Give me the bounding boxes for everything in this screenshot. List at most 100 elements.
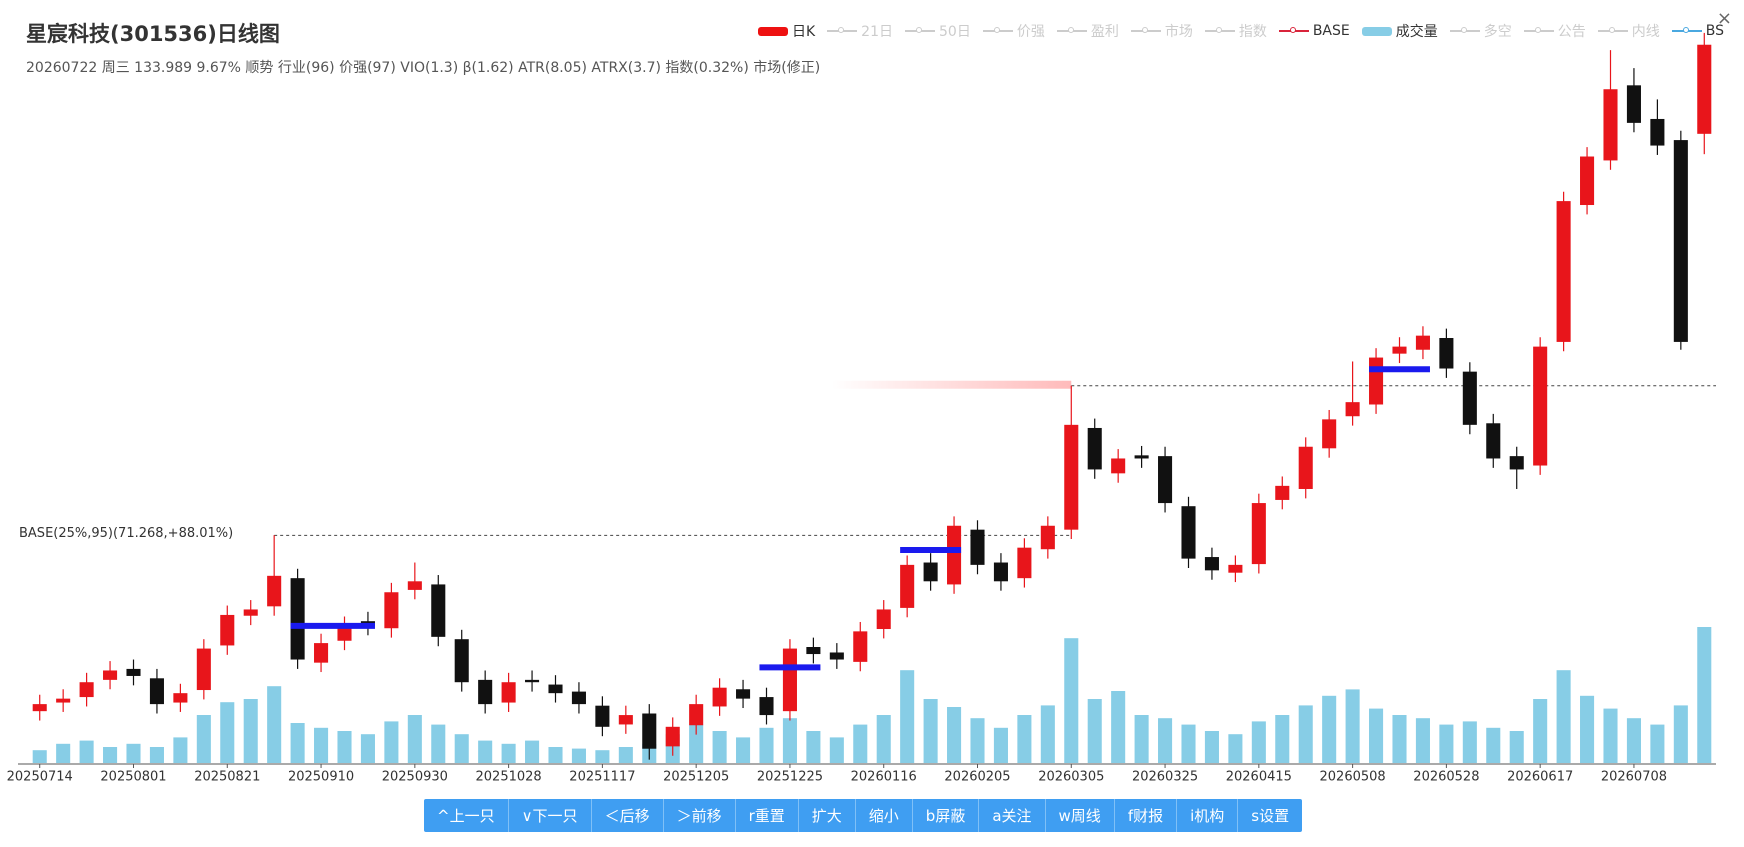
- candle-body: [1486, 423, 1501, 459]
- candle-body: [689, 704, 704, 726]
- volume-bar: [876, 715, 891, 763]
- volume-bar: [220, 702, 235, 763]
- candle-body: [642, 713, 657, 749]
- volume-bar: [759, 727, 774, 763]
- legend-dot: [838, 27, 845, 33]
- candle-body: [1087, 427, 1102, 470]
- candle-body: [103, 670, 118, 680]
- legend-icon: [1278, 26, 1309, 36]
- candle-body: [314, 643, 329, 663]
- chart-subtitle: 20260722 周三 133.989 9.67% 顺势 行业(96) 价强(9…: [26, 60, 821, 76]
- volume-bar: [1298, 705, 1313, 763]
- legend-label: 价强: [1016, 24, 1045, 40]
- legend-item[interactable]: 50日: [905, 21, 971, 41]
- legend-item[interactable]: 市场: [1130, 21, 1193, 41]
- legend-item[interactable]: 成交量: [1361, 21, 1438, 41]
- candle-body: [1111, 458, 1126, 474]
- toolbar-button[interactable]: a关注: [978, 799, 1044, 832]
- toolbar-button[interactable]: s设置: [1237, 799, 1302, 832]
- toolbar-button[interactable]: r重置: [734, 799, 798, 832]
- legend-icon: [1671, 26, 1702, 36]
- candle-body: [1650, 118, 1665, 146]
- volume-bar: [993, 727, 1008, 763]
- volume-bar: [853, 724, 868, 763]
- candle-body: [1158, 456, 1173, 504]
- candle-body: [1017, 547, 1032, 579]
- legend-label: 指数: [1238, 24, 1267, 40]
- toolbar-button[interactable]: 扩大: [797, 799, 855, 832]
- volume-bar: [314, 727, 329, 763]
- legend-item[interactable]: 价强: [982, 21, 1045, 41]
- candle-body: [79, 682, 94, 698]
- legend: 日K 21日 50日 价强 盈利 市场 指数 BASE 成交量 多空 公告 内线 BS: [757, 21, 1724, 41]
- toolbar-button[interactable]: 缩小: [854, 799, 912, 832]
- volume-bar: [431, 724, 446, 763]
- volume-bar: [126, 743, 141, 763]
- candle-body: [782, 648, 797, 712]
- toolbar-button[interactable]: b屏蔽: [911, 799, 979, 832]
- volume-bar: [1064, 638, 1079, 763]
- candle-body: [1181, 506, 1196, 559]
- x-tick-label: 20260528: [1413, 770, 1479, 785]
- x-tick-label: 20251117: [569, 770, 635, 785]
- legend-icon: [757, 26, 788, 36]
- toolbar-button[interactable]: i机构: [1176, 799, 1237, 832]
- candle-body: [923, 562, 938, 582]
- volume-bar: [1392, 715, 1407, 763]
- legend-item[interactable]: 多空: [1449, 21, 1512, 41]
- legend-item[interactable]: 内线: [1597, 21, 1660, 41]
- candle-body: [1204, 557, 1219, 571]
- volume-bar: [525, 740, 540, 763]
- legend-label: 21日: [861, 24, 893, 40]
- candle-body: [1415, 335, 1430, 350]
- candle-body: [32, 704, 47, 712]
- volume-bar: [689, 724, 704, 763]
- volume-bar: [478, 740, 493, 763]
- legend-icon: [1523, 26, 1554, 36]
- candle-body: [407, 581, 422, 590]
- toolbar-button[interactable]: w周线: [1044, 799, 1114, 832]
- volume-bar: [1509, 731, 1524, 763]
- legend-label: BS: [1705, 23, 1724, 39]
- candle-body: [665, 726, 680, 747]
- volume-bar: [454, 734, 469, 763]
- legend-item[interactable]: 指数: [1204, 21, 1267, 41]
- x-tick-label: 20250801: [100, 770, 166, 785]
- x-tick-label: 20260415: [1226, 770, 1292, 785]
- candle-body: [900, 564, 915, 608]
- legend-item[interactable]: 21日: [827, 21, 893, 41]
- candle-body: [501, 682, 516, 703]
- legend-dot: [993, 27, 1000, 33]
- legend-item[interactable]: 日K: [757, 21, 815, 41]
- volume-bar: [1275, 715, 1290, 763]
- toolbar-button[interactable]: f财报: [1113, 799, 1176, 832]
- legend-item[interactable]: BS: [1671, 21, 1724, 41]
- candle-body: [1322, 419, 1337, 449]
- candle-body: [1040, 525, 1055, 550]
- volume-bar: [829, 737, 844, 763]
- candle-body: [173, 693, 188, 703]
- legend-dot: [1682, 27, 1689, 33]
- toolbar-button[interactable]: ＜后移: [590, 799, 663, 832]
- legend-item[interactable]: 公告: [1523, 21, 1586, 41]
- legend-label: 市场: [1164, 24, 1193, 40]
- legend-item[interactable]: BASE: [1278, 21, 1350, 41]
- volume-bar: [618, 747, 633, 763]
- toolbar-button[interactable]: ∨下一只: [507, 799, 591, 832]
- toolbar-button[interactable]: ＞前移: [662, 799, 735, 832]
- chart-title: 星宸科技(301536)日线图: [26, 22, 280, 46]
- legend-dot: [916, 27, 922, 33]
- close-button[interactable]: ×: [1716, 8, 1732, 29]
- legend-icon: [1597, 26, 1628, 36]
- toolbar-button[interactable]: ^上一只: [437, 807, 495, 825]
- candle-body: [853, 631, 868, 662]
- volume-bar: [1580, 695, 1595, 763]
- candle-body: [1439, 338, 1454, 369]
- legend-item[interactable]: 盈利: [1056, 21, 1119, 41]
- volume-bar: [1204, 731, 1219, 763]
- volume-bar: [32, 750, 47, 763]
- candle-body: [618, 715, 633, 725]
- legend-icon: [1204, 26, 1235, 36]
